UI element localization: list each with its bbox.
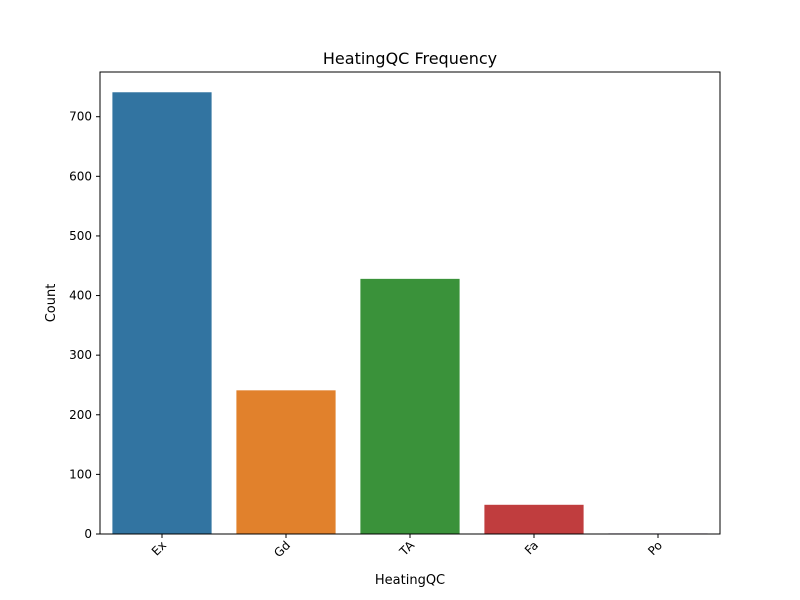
y-axis: 0 100 200 300 400 500 600 700 bbox=[69, 110, 100, 541]
x-axis: Ex Gd TA Fa Po bbox=[149, 534, 665, 560]
x-axis-label: HeatingQC bbox=[375, 573, 445, 588]
y-tick-label: 300 bbox=[69, 348, 92, 362]
plot-frame bbox=[99, 71, 721, 535]
y-tick-label: 700 bbox=[69, 110, 92, 124]
x-tick-label: Fa bbox=[522, 538, 541, 557]
bars-group bbox=[112, 92, 708, 535]
y-axis-label: Count bbox=[44, 284, 59, 323]
x-tick-label: Po bbox=[645, 538, 665, 558]
bar-ex bbox=[112, 92, 212, 535]
x-tick-label: Gd bbox=[271, 538, 293, 560]
y-tick-label: 100 bbox=[69, 467, 92, 481]
x-tick-label: TA bbox=[396, 538, 417, 559]
y-tick-label: 400 bbox=[69, 289, 92, 303]
y-tick-label: 500 bbox=[69, 229, 92, 243]
y-tick-label: 600 bbox=[69, 169, 92, 183]
x-tick-label: Ex bbox=[149, 538, 169, 558]
bar-ta bbox=[360, 278, 460, 534]
chart-title: HeatingQC Frequency bbox=[323, 49, 497, 68]
y-tick-label: 0 bbox=[84, 527, 92, 541]
bar-fa bbox=[484, 504, 584, 534]
y-tick-label: 200 bbox=[69, 408, 92, 422]
bar-gd bbox=[236, 390, 336, 534]
